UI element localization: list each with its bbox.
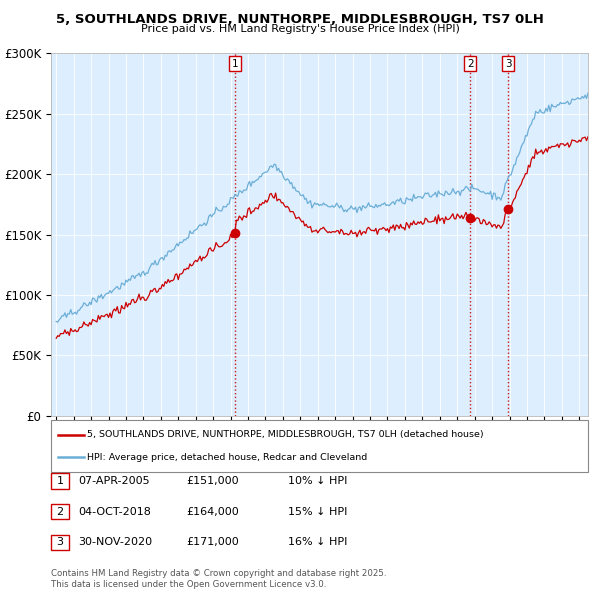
Text: 2: 2 — [56, 507, 64, 516]
Text: 16% ↓ HPI: 16% ↓ HPI — [288, 537, 347, 547]
Text: 5, SOUTHLANDS DRIVE, NUNTHORPE, MIDDLESBROUGH, TS7 0LH (detached house): 5, SOUTHLANDS DRIVE, NUNTHORPE, MIDDLESB… — [87, 430, 484, 439]
Text: 5, SOUTHLANDS DRIVE, NUNTHORPE, MIDDLESBROUGH, TS7 0LH: 5, SOUTHLANDS DRIVE, NUNTHORPE, MIDDLESB… — [56, 13, 544, 26]
Text: 3: 3 — [505, 58, 511, 68]
Text: 10% ↓ HPI: 10% ↓ HPI — [288, 476, 347, 486]
Text: HPI: Average price, detached house, Redcar and Cleveland: HPI: Average price, detached house, Redc… — [87, 453, 367, 462]
Text: £151,000: £151,000 — [186, 476, 239, 486]
Text: 3: 3 — [56, 537, 64, 547]
Text: 1: 1 — [232, 58, 239, 68]
Text: 30-NOV-2020: 30-NOV-2020 — [78, 537, 152, 547]
Text: £164,000: £164,000 — [186, 507, 239, 516]
Text: 1: 1 — [56, 476, 64, 486]
Text: 07-APR-2005: 07-APR-2005 — [78, 476, 149, 486]
Text: 2: 2 — [467, 58, 473, 68]
Text: Price paid vs. HM Land Registry's House Price Index (HPI): Price paid vs. HM Land Registry's House … — [140, 24, 460, 34]
Text: 04-OCT-2018: 04-OCT-2018 — [78, 507, 151, 516]
Text: Contains HM Land Registry data © Crown copyright and database right 2025.
This d: Contains HM Land Registry data © Crown c… — [51, 569, 386, 589]
Text: 15% ↓ HPI: 15% ↓ HPI — [288, 507, 347, 516]
Text: £171,000: £171,000 — [186, 537, 239, 547]
